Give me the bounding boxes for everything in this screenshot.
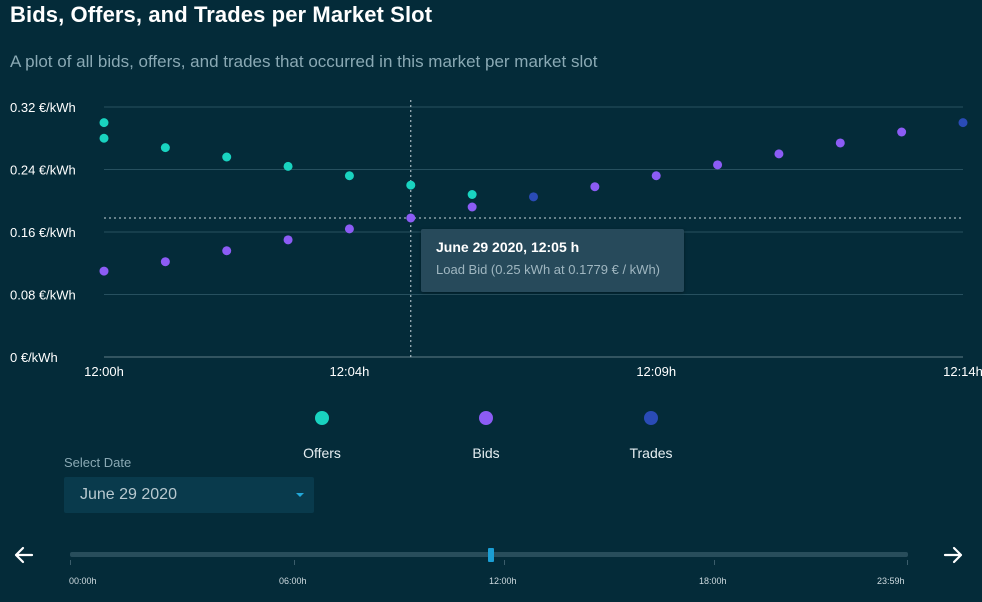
timeline-tick bbox=[294, 560, 295, 565]
point-offers bbox=[99, 118, 109, 128]
point-offers bbox=[222, 152, 232, 162]
timeline-tick bbox=[907, 560, 908, 565]
legend-dot-offers bbox=[315, 411, 329, 425]
point-bids bbox=[774, 149, 784, 159]
point-bids bbox=[99, 266, 109, 276]
legend-item-offers[interactable]: Offers bbox=[262, 408, 382, 461]
point-bids bbox=[713, 160, 723, 170]
point-bids bbox=[344, 224, 354, 234]
x-tick-label: 12:09h bbox=[636, 364, 676, 379]
timeline-label-1800: 18:00h bbox=[699, 576, 727, 586]
point-bids bbox=[651, 171, 661, 181]
date-select[interactable]: June 29 2020 bbox=[64, 477, 314, 513]
point-bids bbox=[467, 202, 477, 212]
legend-dot-bids bbox=[479, 411, 493, 425]
chart-title: Bids, Offers, and Trades per Market Slot bbox=[10, 2, 433, 27]
timeline-tick bbox=[714, 560, 715, 565]
legend-label-bids: Bids bbox=[472, 445, 500, 461]
point-offers bbox=[344, 171, 354, 181]
chart-tooltip: June 29 2020, 12:05 h Load Bid (0.25 kWh… bbox=[421, 229, 684, 292]
y-tick-label: 0.16 €/kWh bbox=[10, 225, 76, 240]
point-bids bbox=[160, 257, 170, 267]
x-tick-label: 12:14h bbox=[943, 364, 982, 379]
point-trades bbox=[529, 192, 538, 202]
y-tick-label: 0.08 €/kWh bbox=[10, 288, 76, 303]
legend-label-offers: Offers bbox=[303, 445, 341, 461]
arrow-left-icon[interactable] bbox=[11, 542, 37, 568]
scatter-chart: 0 €/kWh 0.08 €/kWh 0.16 €/kWh 0.24 €/kWh 0.3… bbox=[10, 100, 982, 379]
tooltip-body: Load Bid (0.25 kWh at 0.1779 € / kWh) bbox=[436, 262, 661, 277]
point-offers bbox=[467, 190, 477, 199]
y-tick-label: 0 €/kWh bbox=[10, 350, 58, 365]
x-tick-label: 12:00h bbox=[84, 364, 124, 379]
x-tick-label: 12:04h bbox=[330, 364, 370, 379]
y-tick-label: 0.24 €/kWh bbox=[10, 163, 76, 178]
timeline-label-start: 00:00h bbox=[69, 576, 97, 586]
date-select-value: June 29 2020 bbox=[80, 486, 177, 503]
legend-item-bids[interactable]: Bids bbox=[426, 408, 546, 461]
point-offers bbox=[406, 180, 416, 190]
point-bids bbox=[406, 213, 416, 223]
date-picker-label: Select Date bbox=[64, 455, 132, 470]
timeline-tick bbox=[70, 560, 71, 565]
timeline-slider-thumb[interactable] bbox=[488, 548, 494, 562]
point-bids bbox=[590, 182, 600, 192]
point-offers bbox=[160, 143, 170, 153]
arrow-right-icon[interactable] bbox=[940, 542, 966, 568]
point-bids bbox=[283, 235, 293, 245]
legend-label-trades: Trades bbox=[629, 445, 673, 461]
tooltip-title: June 29 2020, 12:05 h bbox=[436, 239, 580, 255]
timeline-tick bbox=[504, 560, 505, 565]
timeline-label-end: 23:59h bbox=[877, 576, 905, 586]
point-offers bbox=[99, 133, 109, 143]
chart-subtitle: A plot of all bids, offers, and trades t… bbox=[10, 52, 598, 71]
y-tick-label: 0.32 €/kWh bbox=[10, 100, 76, 115]
timeline-label-0600: 06:00h bbox=[279, 576, 307, 586]
chevron-down-icon bbox=[296, 493, 304, 497]
timeline-label-1200: 12:00h bbox=[489, 576, 517, 586]
point-bids bbox=[835, 138, 845, 148]
legend-item-trades[interactable]: Trades bbox=[591, 408, 711, 461]
point-trades bbox=[958, 118, 968, 128]
point-offers bbox=[283, 161, 293, 171]
legend-dot-trades bbox=[644, 411, 658, 425]
point-bids bbox=[897, 127, 907, 137]
point-bids bbox=[222, 246, 232, 256]
